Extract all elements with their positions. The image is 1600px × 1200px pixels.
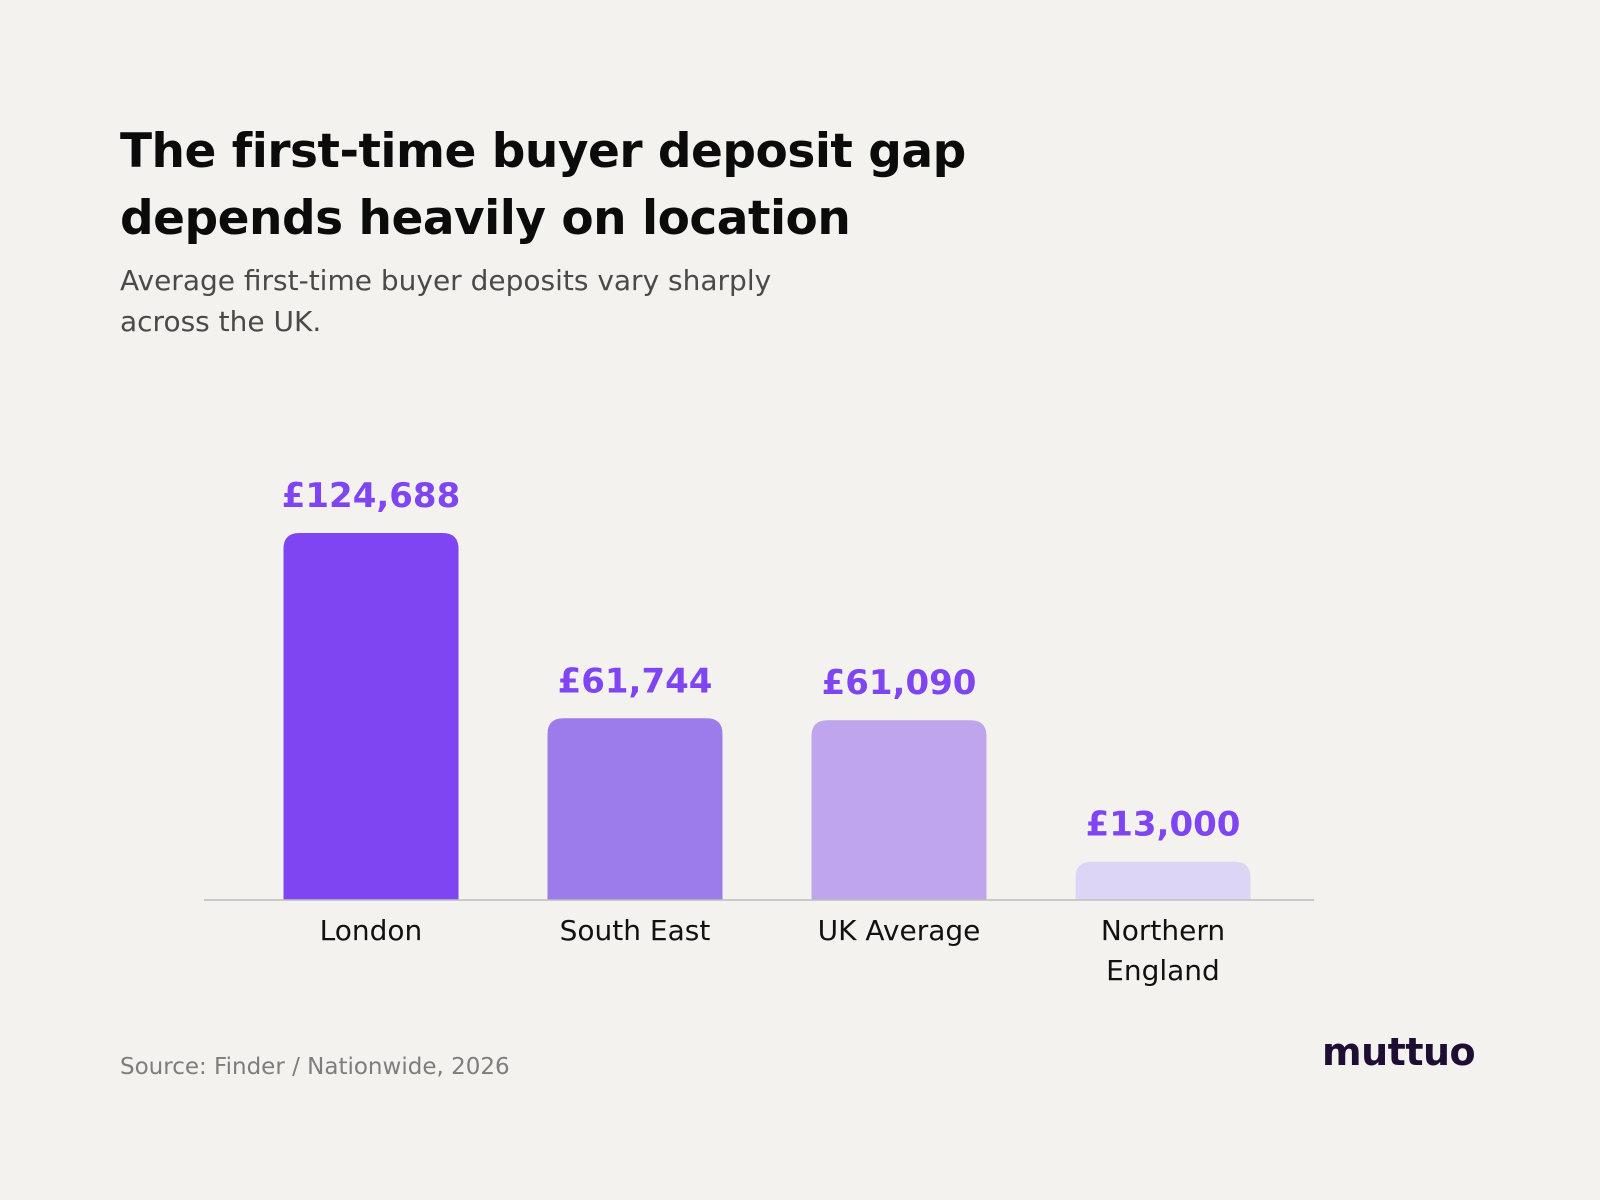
chart-title: The first-time buyer deposit gap depends… (120, 124, 966, 246)
bar-london (283, 533, 459, 900)
value-label: £61,744 (558, 661, 713, 701)
bar-south-east (547, 718, 723, 900)
bar-northern-england (1075, 861, 1251, 900)
chart-subtitle: Average first-time buyer deposits vary s… (120, 264, 772, 338)
category-label: South East (560, 914, 711, 947)
value-label: £13,000 (1086, 805, 1241, 845)
value-label: £61,090 (822, 663, 977, 703)
brand-logo: muttuo (1322, 1030, 1476, 1074)
category-label: Northern England (1101, 914, 1225, 987)
category-label: London (320, 914, 423, 947)
category-label: UK Average (818, 914, 981, 947)
bar-uk-average (811, 720, 987, 900)
value-label: £124,688 (282, 476, 461, 516)
source-note: Source: Finder / Nationwide, 2026 (120, 1054, 510, 1080)
